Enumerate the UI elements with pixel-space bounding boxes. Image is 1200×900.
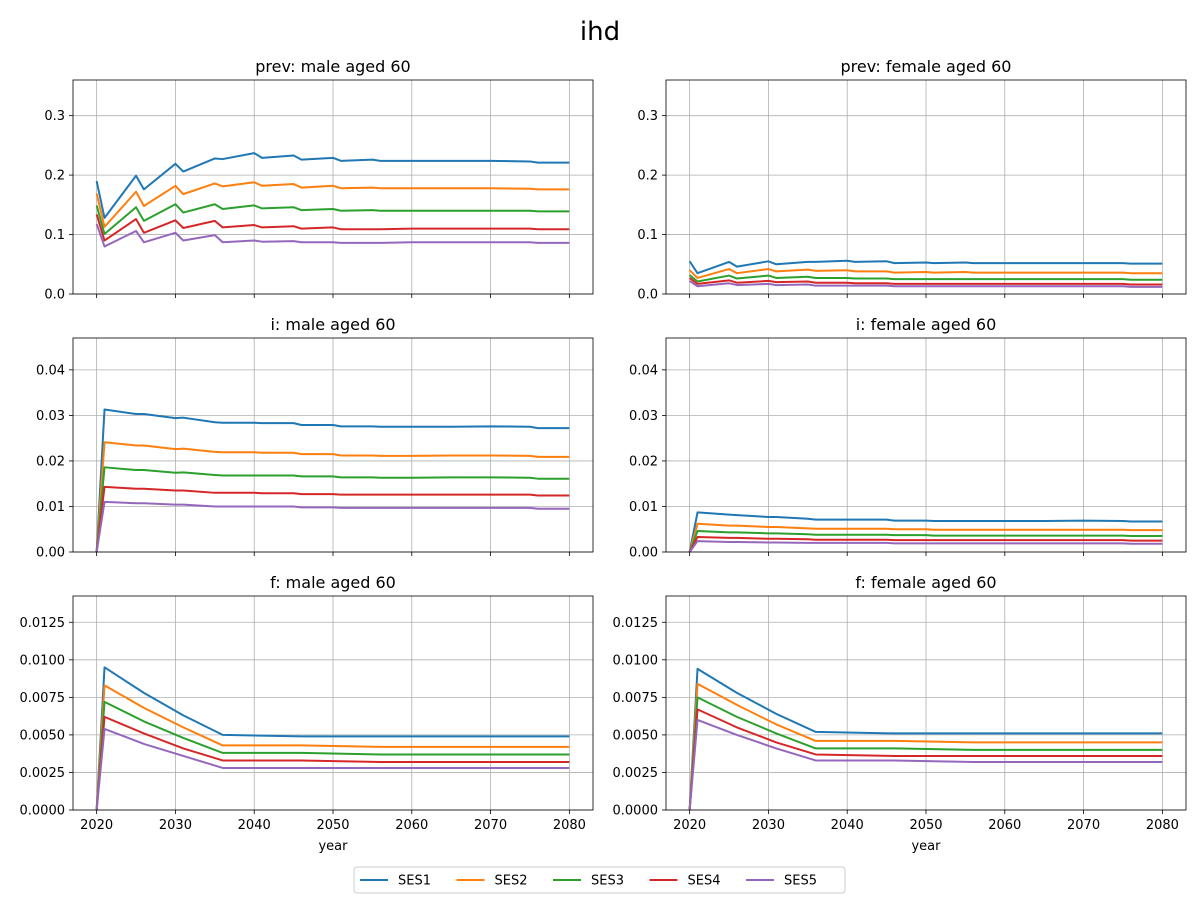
y-tick-label: 0.1 [637,228,658,243]
y-tick-label: 0.0100 [20,653,66,668]
y-tick-label: 0.0025 [20,766,66,781]
series-line-ses1 [95,152,570,219]
panel-title: f: male aged 60 [270,573,396,592]
y-tick-label: 0.0 [44,288,65,303]
y-tick-label: 0.02 [629,454,658,469]
x-tick-label: 2060 [395,818,428,833]
panel-4: i: female aged 60 0.00 0.01 0.02 0.03 0.04 [629,315,1187,561]
y-tick-label: 0.0075 [20,691,66,706]
y-tick-label: 0.0050 [20,728,66,743]
series-line-ses5 [688,540,1163,553]
y-tick-label: 0.00 [36,546,65,561]
x-tick-label: 2040 [238,818,271,833]
y-tick-label: 0.0000 [20,804,66,819]
x-tick-label: 2040 [831,818,864,833]
panel-title: i: male aged 60 [270,315,395,334]
series-line-ses5 [95,500,570,553]
y-tick-label: 0.3 [637,109,658,124]
panel-title: i: female aged 60 [856,315,997,334]
series-line-ses5 [95,727,570,811]
series-line-ses4 [95,715,570,811]
series-line-ses5 [95,223,570,248]
y-tick-label: 0.0050 [613,728,659,743]
x-axis-label: year [318,839,348,854]
y-tick-label: 0.1 [44,228,65,243]
y-tick-label: 0.0125 [20,616,66,631]
y-tick-label: 0.04 [36,363,65,378]
x-tick-label: 2050 [909,818,942,833]
panel-3: i: male aged 60 0.00 0.01 0.02 0.03 0.04 [36,315,594,561]
legend-box [353,866,846,894]
y-tick-label: 0.03 [36,409,65,424]
y-tick-label: 0.2 [44,169,65,184]
legend: SES1 SES2 SES3 SES4 SES5 [353,866,846,894]
series-line-ses1 [688,259,1163,275]
panel-title: prev: female aged 60 [841,57,1012,76]
series-line-ses2 [95,684,570,811]
y-tick-label: 0.01 [629,500,658,515]
series-line-ses5 [689,280,1163,288]
series-line-ses3 [95,466,570,553]
y-tick-label: 0.0075 [613,691,659,706]
x-tick-label: 2030 [752,818,785,833]
y-tick-label: 0.2 [637,169,658,184]
panel-title: prev: male aged 60 [255,57,410,76]
series-line-ses1 [688,511,1163,553]
series-line-ses1 [95,408,570,553]
series-line-ses4 [688,535,1163,553]
panel-6: f: female aged 60 2020 2030 2040 2050 2060 207… [613,573,1187,854]
y-tick-label: 0.04 [629,363,658,378]
x-tick-label: 2060 [988,818,1021,833]
series-line-ses2 [688,682,1163,811]
legend-label: SES5 [784,874,817,889]
series-line-ses3 [689,274,1163,283]
x-tick-label: 2070 [474,818,507,833]
x-tick-label: 2020 [80,818,113,833]
series-line-ses3 [688,696,1163,811]
y-tick-label: 0.02 [36,454,65,469]
legend-label: SES3 [591,874,624,889]
y-tick-label: 0.0000 [613,804,659,819]
series-line-ses1 [95,666,570,811]
figure-title: ihd [580,17,620,47]
legend-label: SES1 [398,874,431,889]
y-tick-label: 0.00 [629,546,658,561]
panel-title: f: female aged 60 [855,573,996,592]
series-line-ses2 [95,441,570,553]
series-line-ses1 [688,667,1163,811]
x-tick-label: 2030 [159,818,192,833]
x-tick-label: 2080 [1146,818,1179,833]
x-tick-label: 2050 [316,818,349,833]
series-line-ses4 [95,214,570,242]
series-line-ses4 [688,708,1163,811]
legend-label: SES2 [495,874,528,889]
series-line-ses2 [688,268,1163,279]
x-tick-label: 2070 [1067,818,1100,833]
series-line-ses3 [95,203,570,235]
y-tick-label: 0.0100 [613,653,659,668]
series-line-ses3 [95,700,570,811]
series-line-ses3 [688,530,1163,553]
y-tick-label: 0.0 [637,288,658,303]
series-line-ses4 [95,485,570,553]
legend-label: SES4 [688,874,721,889]
series-line-ses4 [689,277,1163,286]
series-line-ses2 [688,522,1163,553]
y-tick-label: 0.0025 [613,766,659,781]
panel-5: f: male aged 60 2020 2030 2040 2050 2060 2070 2… [20,573,594,854]
y-tick-label: 0.3 [44,109,65,124]
x-axis-label: year [911,839,941,854]
series-line-ses2 [95,181,570,228]
x-tick-label: 2080 [553,818,586,833]
x-tick-label: 2020 [673,818,706,833]
panel-1: prev: male aged 60 0.0 0.1 0.2 0.3 [44,57,594,303]
y-tick-label: 0.01 [36,500,65,515]
y-tick-label: 0.0125 [613,616,659,631]
panel-2: prev: female aged 60 0.0 0.1 0.2 0.3 [637,57,1187,303]
series-line-ses5 [688,718,1163,811]
y-tick-label: 0.03 [629,409,658,424]
